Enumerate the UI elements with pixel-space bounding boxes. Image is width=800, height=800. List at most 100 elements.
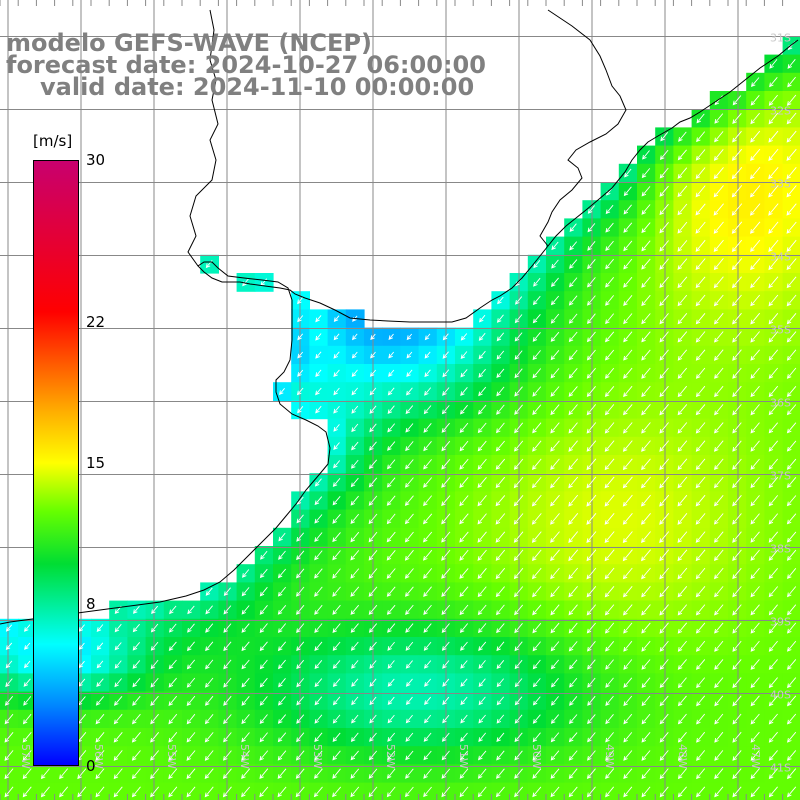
wind-arrow <box>786 731 797 743</box>
wind-arrow <box>677 786 687 798</box>
wind-arrow <box>368 750 378 761</box>
wind-arrow <box>4 750 14 761</box>
wind-arrow <box>369 696 377 706</box>
wind-arrow <box>677 149 687 161</box>
wind-arrow <box>314 496 323 506</box>
wind-arrow <box>641 604 651 616</box>
wind-arrow <box>387 623 396 633</box>
wind-arrow <box>514 696 523 706</box>
wind-arrow <box>259 786 269 798</box>
wind-arrow <box>768 476 779 489</box>
wind-arrow <box>750 677 760 689</box>
wind-arrow <box>532 404 542 416</box>
wind-arrow <box>423 641 432 651</box>
wind-arrow <box>768 440 779 452</box>
wind-arrow <box>750 476 760 489</box>
wind-arrow <box>495 495 506 507</box>
wind-arrow <box>459 440 469 452</box>
wind-arrow <box>386 786 396 798</box>
wind-arrow <box>551 259 559 269</box>
wind-arrow <box>315 351 322 359</box>
wind-arrow <box>713 185 724 198</box>
wind-arrow <box>659 713 669 725</box>
wind-arrow <box>623 349 633 361</box>
wind-arrow <box>131 732 141 743</box>
wind-arrow <box>296 387 304 396</box>
wind-arrow <box>513 513 524 525</box>
wind-arrow <box>586 349 596 361</box>
wind-arrow <box>332 768 341 779</box>
wind-arrow <box>186 677 196 688</box>
longitude-label: 57W <box>19 744 32 769</box>
wind-arrow <box>514 641 523 652</box>
wind-arrow <box>278 388 285 396</box>
wind-arrow <box>368 550 378 561</box>
latitude-label: 41S <box>770 762 791 775</box>
wind-arrow <box>768 786 778 798</box>
wind-arrow <box>205 605 213 615</box>
latitude-label: 37S <box>770 470 791 483</box>
wind-arrow <box>168 768 178 780</box>
wind-arrow <box>714 385 724 398</box>
wind-arrow <box>132 660 141 669</box>
wind-arrow <box>714 531 724 543</box>
wind-arrow <box>550 404 560 416</box>
wind-arrow <box>605 768 615 780</box>
wind-arrow <box>460 678 468 687</box>
wind-arrow <box>495 458 506 470</box>
wind-arrow <box>713 239 724 253</box>
wind-arrow <box>587 677 596 688</box>
wind-arrow <box>550 714 560 724</box>
wind-arrow <box>641 713 651 725</box>
wind-arrow <box>659 422 669 434</box>
wind-arrow <box>368 495 378 506</box>
wind-arrow <box>768 313 779 325</box>
wind-arrow <box>296 514 304 524</box>
wind-arrow <box>350 623 359 633</box>
wind-arrow <box>732 567 742 580</box>
wind-arrow <box>496 604 505 616</box>
wind-arrow <box>259 586 268 597</box>
wind-arrow <box>695 367 706 379</box>
wind-arrow <box>332 532 341 543</box>
wind-arrow <box>241 786 251 798</box>
wind-arrow <box>296 714 305 724</box>
wind-arrow <box>223 732 232 743</box>
wind-arrow <box>296 604 305 615</box>
wind-arrow <box>641 750 651 761</box>
wind-arrow <box>695 549 706 562</box>
wind-arrow <box>496 314 504 323</box>
wind-arrow <box>479 314 486 323</box>
wind-arrow <box>750 786 760 798</box>
wind-arrow <box>460 333 468 341</box>
wind-arrow <box>750 567 760 580</box>
wind-arrow <box>350 641 359 651</box>
wind-arrow <box>441 768 451 779</box>
wind-arrow <box>622 458 633 471</box>
wind-arrow <box>714 659 724 670</box>
wind-arrow <box>659 622 669 634</box>
wind-arrow <box>677 513 688 525</box>
wind-arrow <box>677 567 688 580</box>
wind-arrow <box>204 750 214 761</box>
wind-arrow <box>732 549 742 562</box>
wind-arrow <box>622 422 633 434</box>
wind-arrow <box>604 604 615 616</box>
wind-arrow <box>786 313 797 325</box>
wind-arrow <box>750 367 760 379</box>
wind-arrow <box>314 514 323 524</box>
wind-arrow <box>641 404 651 416</box>
wind-arrow <box>477 549 487 561</box>
wind-arrow <box>569 677 578 688</box>
wind-arrow <box>732 331 742 343</box>
wind-arrow <box>659 458 670 471</box>
wind-arrow <box>605 222 614 233</box>
wind-arrow <box>423 768 432 779</box>
colorbar-tick-label: 0 <box>86 757 96 775</box>
wind-arrow <box>786 130 797 143</box>
wind-arrow <box>95 732 105 743</box>
forecast-date: forecast date: 2024-10-27 06:00:00 <box>6 51 486 79</box>
wind-arrow <box>315 387 322 396</box>
wind-arrow <box>387 660 395 669</box>
wind-arrow <box>586 531 597 544</box>
